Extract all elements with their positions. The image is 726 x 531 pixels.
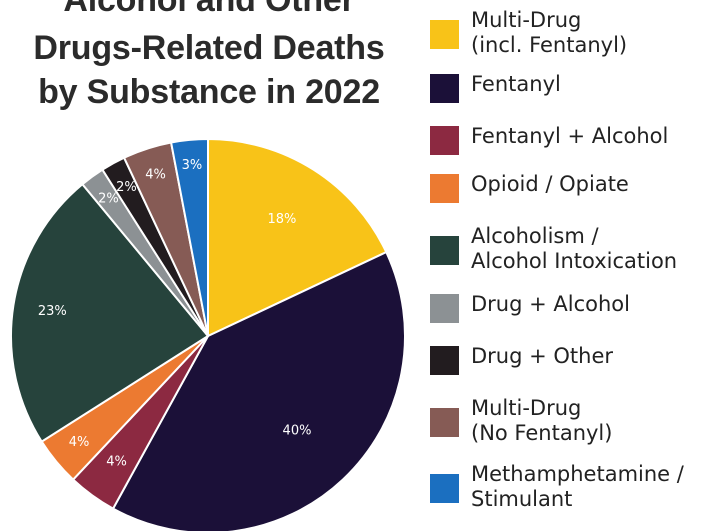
- legend-item-2: Fentanyl + Alcohol: [430, 124, 726, 164]
- pie-slice-label-2: 4%: [106, 454, 127, 469]
- legend-swatch-0: [430, 20, 459, 49]
- legend-swatch-3: [430, 174, 459, 203]
- legend-label-7: Multi-Drug (No Fentanyl): [471, 396, 613, 445]
- legend-swatch-7: [430, 408, 459, 437]
- legend-swatch-4: [430, 236, 459, 265]
- pie-slice-label-3: 4%: [69, 435, 90, 450]
- chart-title-line-3: by Substance in 2022: [38, 73, 380, 111]
- pie-slice-label-6: 2%: [116, 180, 137, 195]
- pie-slice-label-4: 23%: [38, 304, 67, 319]
- legend-label-5: Drug + Alcohol: [471, 292, 630, 316]
- pie-chart: 18% 40% 4% 4% 23% 2%2% 4% 3%: [10, 137, 406, 531]
- legend-item-5: Drug + Alcohol: [430, 292, 726, 332]
- pie-slice-label-0: 18%: [267, 212, 296, 227]
- legend-label-0: Multi-Drug (incl. Fentanyl): [471, 8, 628, 57]
- legend-label-4: Alcoholism / Alcohol Intoxication: [471, 224, 678, 273]
- legend-swatch-5: [430, 294, 459, 323]
- legend-label-2: Fentanyl + Alcohol: [471, 124, 669, 148]
- pie-slice-label-5: 2%: [98, 191, 119, 206]
- chart-title-line-2: Drugs-Related Deaths: [33, 29, 385, 67]
- pie-slice-label-1: 40%: [283, 423, 312, 438]
- legend-item-6: Drug + Other: [430, 344, 726, 384]
- legend-label-8: Methamphetamine / Stimulant: [471, 462, 684, 511]
- pie-slice-label-8: 3%: [182, 158, 203, 173]
- legend-label-3: Opioid / Opiate: [471, 172, 629, 196]
- legend-label-1: Fentanyl: [471, 72, 561, 96]
- legend-item-7: Multi-Drug (No Fentanyl): [430, 396, 726, 445]
- legend-label-6: Drug + Other: [471, 344, 614, 368]
- chart-title-line-1: Alcohol and Other: [63, 0, 355, 19]
- legend-item-4: Alcoholism / Alcohol Intoxication: [430, 224, 726, 273]
- legend-swatch-2: [430, 126, 459, 155]
- pie-slice-4: [10, 182, 210, 443]
- legend-item-8: Methamphetamine / Stimulant: [430, 462, 726, 511]
- pie-slice-8: [169, 137, 209, 337]
- legend-swatch-6: [430, 346, 459, 375]
- legend-item-0: Multi-Drug (incl. Fentanyl): [430, 8, 726, 57]
- pie-slice-1: [111, 250, 406, 531]
- pie-slice-0: [207, 137, 388, 338]
- legend-swatch-1: [430, 74, 459, 103]
- pie-slice-label-7: 4%: [145, 167, 166, 182]
- legend-swatch-8: [430, 474, 459, 503]
- legend-item-1: Fentanyl: [430, 72, 726, 112]
- legend-item-3: Opioid / Opiate: [430, 172, 726, 212]
